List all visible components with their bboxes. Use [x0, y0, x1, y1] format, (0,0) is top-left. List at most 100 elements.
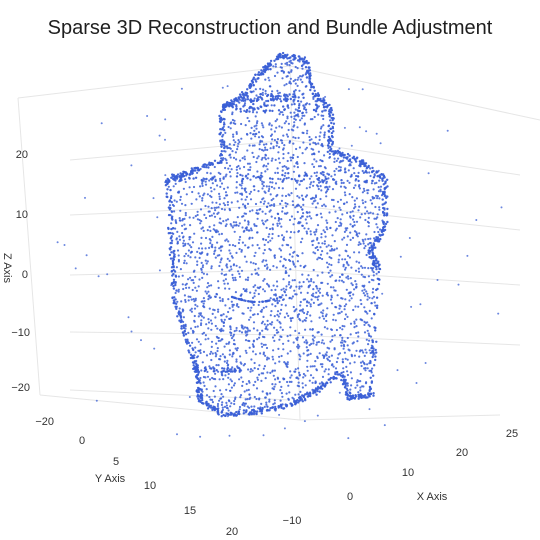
- point-marker: [310, 320, 313, 323]
- point-marker: [243, 219, 246, 222]
- point-marker: [286, 159, 289, 163]
- point-marker: [274, 97, 277, 100]
- point-marker: [218, 120, 222, 123]
- point-marker: [287, 122, 290, 125]
- point-marker: [232, 133, 235, 136]
- point-marker: [74, 267, 77, 270]
- point-marker: [175, 289, 178, 292]
- point-marker: [216, 230, 220, 233]
- point-marker: [219, 110, 223, 113]
- point-marker: [174, 220, 177, 223]
- point-marker: [327, 177, 330, 180]
- point-marker: [274, 65, 277, 68]
- point-marker: [286, 115, 289, 118]
- point-marker: [312, 165, 316, 168]
- point-marker: [201, 247, 204, 250]
- point-marker: [362, 275, 365, 278]
- point-marker: [346, 370, 349, 373]
- point-marker: [282, 348, 285, 351]
- point-marker: [275, 297, 279, 300]
- point-marker: [346, 262, 349, 265]
- point-marker: [335, 328, 338, 332]
- point-marker: [382, 211, 385, 214]
- point-marker: [285, 404, 289, 407]
- point-marker: [293, 90, 296, 94]
- point-marker: [208, 294, 211, 297]
- point-marker: [258, 287, 261, 290]
- point-marker: [235, 132, 238, 135]
- point-marker: [248, 162, 251, 165]
- point-marker: [337, 165, 341, 168]
- point-marker: [188, 186, 191, 189]
- point-marker: [339, 152, 343, 156]
- point-marker: [185, 282, 188, 285]
- point-marker: [341, 328, 344, 331]
- point-marker: [245, 92, 249, 95]
- point-marker: [249, 316, 252, 319]
- point-marker: [201, 266, 204, 269]
- point-marker: [360, 394, 364, 397]
- point-marker: [235, 326, 238, 330]
- point-marker: [289, 156, 292, 159]
- point-marker: [339, 218, 342, 221]
- point-marker: [197, 315, 200, 318]
- point-marker: [365, 381, 368, 384]
- point-marker: [251, 343, 254, 346]
- point-marker: [368, 334, 371, 337]
- point-marker: [367, 225, 370, 228]
- point-marker: [353, 199, 356, 202]
- point-marker: [301, 394, 304, 397]
- point-marker: [332, 249, 335, 252]
- point-marker: [299, 241, 303, 244]
- point-marker: [231, 276, 234, 279]
- point-marker: [241, 384, 244, 387]
- point-marker: [283, 212, 286, 215]
- point-marker: [262, 279, 265, 282]
- point-marker: [248, 84, 251, 87]
- point-marker: [330, 198, 334, 201]
- point-marker: [342, 156, 346, 159]
- point-marker: [314, 296, 317, 299]
- point-marker: [264, 89, 267, 93]
- point-marker: [260, 412, 263, 415]
- point-marker: [303, 61, 306, 64]
- point-marker: [255, 124, 258, 127]
- point-marker: [191, 341, 194, 344]
- point-marker: [223, 129, 226, 132]
- point-marker: [315, 107, 318, 110]
- point-marker: [291, 54, 295, 58]
- point-marker: [380, 173, 383, 176]
- point-marker: [246, 162, 250, 165]
- point-marker: [239, 396, 242, 399]
- point-marker: [181, 283, 184, 286]
- point-marker: [238, 405, 242, 409]
- point-marker: [358, 205, 361, 208]
- point-marker: [184, 214, 187, 217]
- point-marker: [399, 255, 402, 258]
- point-marker: [224, 356, 227, 359]
- point-marker: [352, 214, 355, 217]
- point-marker: [248, 120, 251, 123]
- point-marker: [219, 339, 222, 342]
- point-marker: [325, 219, 328, 222]
- point-marker: [243, 404, 246, 407]
- point-marker: [304, 374, 307, 377]
- point-marker: [365, 233, 368, 236]
- point-marker: [264, 300, 267, 303]
- point-marker: [223, 405, 227, 408]
- point-marker: [224, 304, 227, 307]
- point-marker: [235, 175, 239, 178]
- point-marker: [376, 216, 379, 219]
- point-marker: [226, 282, 229, 285]
- point-marker: [252, 262, 255, 265]
- point-marker: [325, 226, 328, 229]
- point-marker: [324, 95, 327, 98]
- point-marker: [254, 88, 257, 91]
- point-marker: [309, 394, 312, 398]
- point-marker: [230, 380, 233, 383]
- point-marker: [270, 128, 273, 131]
- point-marker: [174, 298, 177, 301]
- point-marker: [382, 183, 385, 186]
- point-marker: [245, 191, 248, 194]
- point-marker: [250, 306, 253, 309]
